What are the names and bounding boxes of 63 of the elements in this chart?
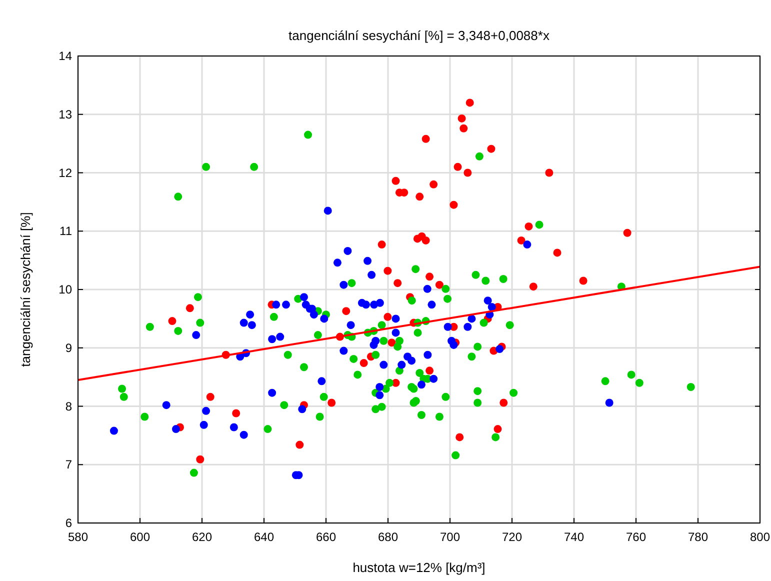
y-tick-label: 6 xyxy=(65,516,72,530)
point xyxy=(458,114,466,122)
point xyxy=(430,180,438,188)
point xyxy=(464,168,472,177)
y-tick-label: 9 xyxy=(65,340,72,355)
point xyxy=(360,359,368,368)
point xyxy=(545,168,554,177)
y-tick-label: 10 xyxy=(58,282,72,296)
point xyxy=(553,248,562,257)
chart-title: tangenciální sesychání [%] = 3,348+0,0088*x xyxy=(288,28,550,43)
x-tick-label: 700 xyxy=(440,530,460,544)
x-tick-label: 580 xyxy=(68,530,88,544)
x-axis-title: hustota w=12% [kg/m³] xyxy=(352,560,486,575)
y-tick-label: 11 xyxy=(60,224,72,238)
point xyxy=(384,266,392,275)
point xyxy=(466,98,474,107)
x-tick-label: 600 xyxy=(130,530,150,544)
point xyxy=(623,228,632,237)
point xyxy=(450,200,458,209)
y-tick-label: 12 xyxy=(58,166,72,180)
y-tick-label: 14 xyxy=(58,49,72,63)
point xyxy=(384,312,392,321)
x-tick-label: 660 xyxy=(316,530,336,544)
x-tick-label: 800 xyxy=(750,530,770,544)
point xyxy=(186,304,194,312)
x-tick-label: 720 xyxy=(502,530,522,544)
point xyxy=(426,272,434,281)
point xyxy=(456,433,464,442)
point xyxy=(454,162,462,171)
point xyxy=(426,366,434,375)
point xyxy=(422,134,430,143)
x-tick-label: 780 xyxy=(688,530,708,544)
point xyxy=(416,192,424,201)
point xyxy=(342,307,350,316)
point xyxy=(579,276,588,285)
point xyxy=(206,392,214,401)
point xyxy=(500,398,508,407)
point xyxy=(232,409,240,418)
y-tick-label: 13 xyxy=(58,107,72,122)
point xyxy=(392,176,400,185)
point xyxy=(435,280,444,289)
x-tick-label: 680 xyxy=(378,530,398,544)
y-tick-label: 8 xyxy=(65,399,72,414)
point xyxy=(196,455,204,464)
point xyxy=(524,222,533,230)
point xyxy=(494,425,502,434)
point xyxy=(529,282,538,291)
point xyxy=(422,236,430,244)
point xyxy=(296,440,304,449)
point xyxy=(378,240,386,249)
y-axis-title: tangenciální sesychání [%] xyxy=(18,212,33,367)
x-tick-label: 620 xyxy=(192,530,212,544)
point xyxy=(388,338,396,347)
point xyxy=(394,279,402,288)
point xyxy=(517,236,526,244)
x-tick-label: 760 xyxy=(626,530,646,544)
point xyxy=(168,317,176,326)
x-tick-label: 740 xyxy=(564,530,584,544)
point xyxy=(460,124,468,132)
point xyxy=(487,144,496,153)
y-tick-label: 7 xyxy=(65,458,72,472)
x-tick-label: 640 xyxy=(254,530,274,544)
point xyxy=(328,398,336,407)
